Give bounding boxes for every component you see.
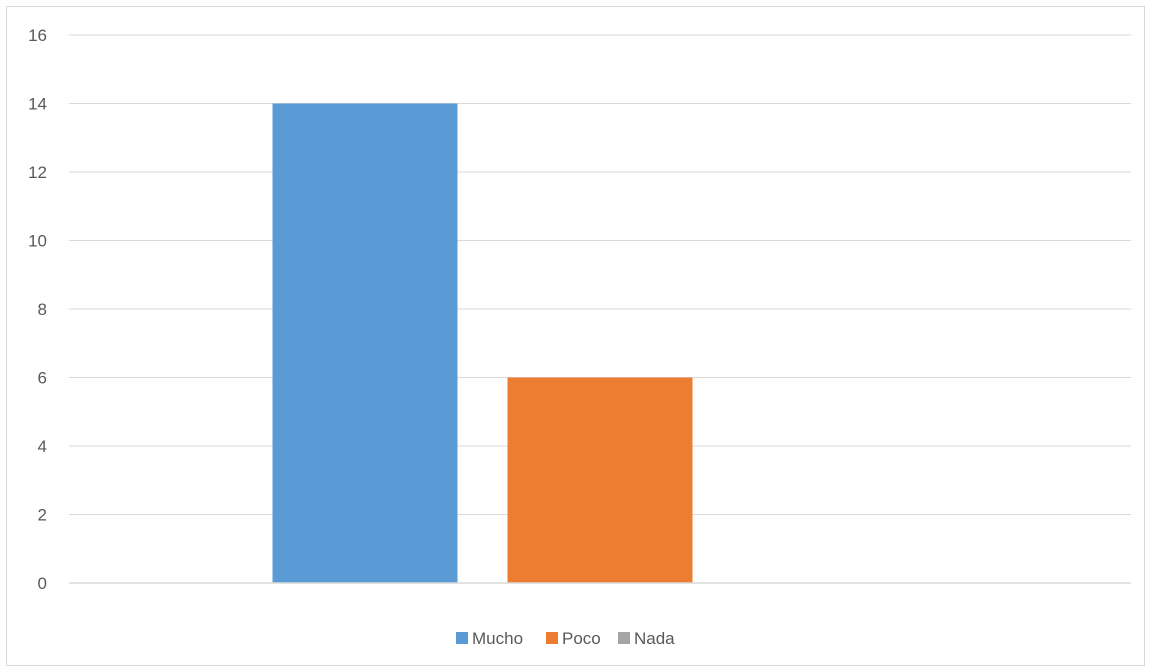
legend: Mucho Poco Nada — [456, 629, 675, 648]
legend-swatch — [456, 632, 468, 644]
y-tick-label: 10 — [28, 232, 47, 251]
bar-poco — [507, 377, 693, 583]
y-tick-label: 6 — [38, 369, 47, 388]
legend-swatch — [618, 632, 630, 644]
legend-label: Mucho — [472, 629, 523, 648]
legend-label: Nada — [634, 629, 675, 648]
y-tick-label: 0 — [38, 574, 47, 593]
chart-frame: 0 2 4 6 8 10 12 14 16 Mucho Poco Nada — [6, 6, 1145, 666]
legend-item-nada: Nada — [618, 629, 675, 648]
bar-chart: 0 2 4 6 8 10 12 14 16 Mucho Poco Nada — [28, 26, 1131, 648]
y-tick-label: 14 — [28, 95, 47, 114]
legend-item-mucho: Mucho — [456, 629, 523, 648]
y-tick-label: 8 — [38, 300, 47, 319]
legend-swatch — [546, 632, 558, 644]
y-tick-label: 2 — [38, 506, 47, 525]
y-tick-label: 16 — [28, 26, 47, 45]
legend-item-poco: Poco — [546, 629, 601, 648]
legend-label: Poco — [562, 629, 601, 648]
bar-mucho — [272, 103, 458, 583]
y-axis-tick-labels: 0 2 4 6 8 10 12 14 16 — [28, 26, 47, 593]
bars — [272, 103, 693, 583]
y-tick-label: 4 — [38, 437, 47, 456]
y-tick-label: 12 — [28, 163, 47, 182]
